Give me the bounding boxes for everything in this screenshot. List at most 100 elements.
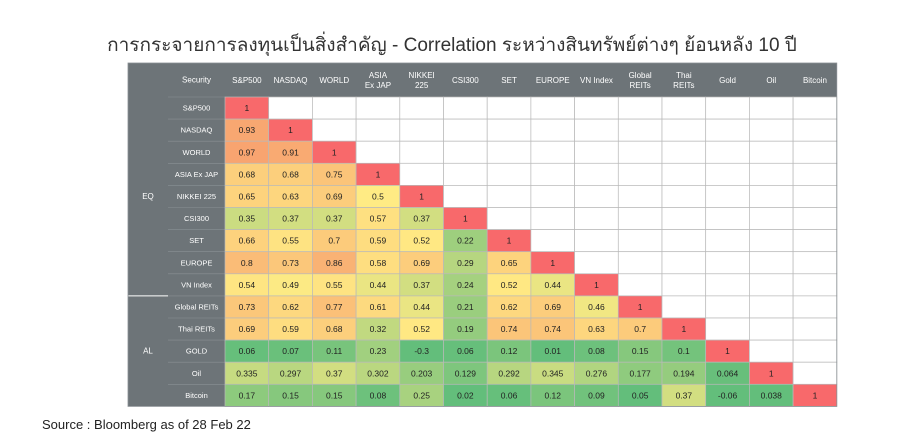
row-label: NIKKEI 225 <box>177 192 216 201</box>
empty-cell <box>312 96 357 120</box>
cell-value: 0.37 <box>282 214 299 224</box>
empty-cell <box>705 317 750 341</box>
cell-value: -0.06 <box>718 390 738 400</box>
cell-value: 0.74 <box>544 324 561 334</box>
cell-value: 0.93 <box>239 125 256 135</box>
empty-cell <box>705 162 750 186</box>
cell-value: 0.01 <box>544 346 561 356</box>
empty-cell <box>705 140 750 164</box>
row-header-label: Security <box>182 76 211 85</box>
cell-value: 0.62 <box>501 302 518 312</box>
column-header-line: NIKKEI <box>409 71 435 80</box>
empty-cell <box>705 295 750 319</box>
cell-value: 0.5 <box>372 191 384 201</box>
column-header: CSI300 <box>452 76 479 85</box>
cell-value: 1 <box>244 103 249 113</box>
column-header: Bitcoin <box>803 76 827 85</box>
empty-cell <box>792 140 838 164</box>
cell-value: 0.7 <box>328 236 340 246</box>
empty-cell <box>574 162 619 186</box>
cell-value: 0.37 <box>413 280 430 290</box>
cell-value: 0.194 <box>673 368 695 378</box>
cell-value: 0.55 <box>326 280 343 290</box>
cell-value: 0.276 <box>586 368 608 378</box>
cell-value: 0.23 <box>370 346 387 356</box>
column-header-line: WORLD <box>319 76 349 85</box>
column-header-line: 225 <box>415 81 429 90</box>
row-label: Thai REITs <box>178 325 215 334</box>
row-label: GOLD <box>186 347 208 356</box>
table-border <box>127 62 838 407</box>
empty-cell <box>792 295 838 319</box>
cell-value: 1 <box>463 214 468 224</box>
cell-value: 1 <box>725 346 730 356</box>
cell-value: 0.52 <box>413 324 430 334</box>
empty-cell <box>268 96 313 120</box>
empty-cell <box>661 162 707 186</box>
column-header-line: Global <box>629 71 652 80</box>
empty-cell <box>705 207 750 230</box>
empty-cell <box>355 140 401 164</box>
cell-value: 0.24 <box>457 280 474 290</box>
cell-value: 0.17 <box>239 390 256 400</box>
empty-cell <box>443 118 488 142</box>
cell-value: 0.203 <box>411 368 433 378</box>
empty-cell <box>617 185 663 208</box>
cell-value: 0.19 <box>457 324 474 334</box>
empty-cell <box>661 251 707 275</box>
cell-value: 1 <box>507 236 512 246</box>
empty-cell <box>661 118 707 142</box>
cell-value: 0.66 <box>239 236 256 246</box>
empty-cell <box>617 118 663 142</box>
empty-cell <box>749 273 794 297</box>
empty-cell <box>792 229 838 253</box>
cell-value: 0.05 <box>632 390 649 400</box>
empty-cell <box>617 207 663 230</box>
empty-cell <box>705 273 750 297</box>
empty-cell <box>749 339 794 363</box>
column-header-line: Ex JAP <box>365 81 391 90</box>
empty-cell <box>574 251 619 275</box>
empty-cell <box>617 229 663 253</box>
empty-cell <box>574 207 619 230</box>
column-header: EUROPE <box>536 76 570 85</box>
cell-value: 0.55 <box>282 236 299 246</box>
empty-cell <box>705 118 750 142</box>
empty-cell <box>749 118 794 142</box>
column-header: NASDAQ <box>274 76 308 85</box>
empty-cell <box>486 96 532 120</box>
cell-value: 1 <box>332 147 337 157</box>
empty-cell <box>705 229 750 253</box>
column-header: Gold <box>719 76 736 85</box>
cell-value: 0.11 <box>326 346 342 356</box>
column-header-line: EUROPE <box>536 76 570 85</box>
cell-value: 0.59 <box>370 236 387 246</box>
cell-value: 0.15 <box>326 390 343 400</box>
empty-cell <box>661 229 707 253</box>
row-label: Oil <box>192 369 202 378</box>
cell-value: 0.297 <box>280 368 302 378</box>
cell-value: 0.35 <box>239 214 256 224</box>
column-header-line: VN Index <box>580 76 613 85</box>
cell-value: 0.62 <box>282 302 299 312</box>
group-label: EQ <box>142 192 154 201</box>
cell-value: 0.22 <box>457 236 474 246</box>
empty-cell <box>661 273 707 297</box>
cell-value: 0.44 <box>370 280 387 290</box>
empty-cell <box>749 185 794 208</box>
empty-cell <box>705 185 750 208</box>
empty-cell <box>617 273 663 297</box>
empty-cell <box>661 185 707 208</box>
column-header-line: NASDAQ <box>274 76 308 85</box>
cell-value: 0.06 <box>239 346 256 356</box>
cell-value: 0.32 <box>370 324 387 334</box>
column-header-line: ASIA <box>369 71 388 80</box>
row-label: SET <box>189 236 204 245</box>
cell-value: 0.06 <box>501 390 518 400</box>
chart-title: การกระจายการลงทุนเป็นสิ่งสำคัญ - Correla… <box>107 35 797 56</box>
cell-value: 0.59 <box>282 324 299 334</box>
column-header-line: Bitcoin <box>803 76 827 85</box>
cell-value: 1 <box>638 302 643 312</box>
empty-cell <box>617 96 663 120</box>
